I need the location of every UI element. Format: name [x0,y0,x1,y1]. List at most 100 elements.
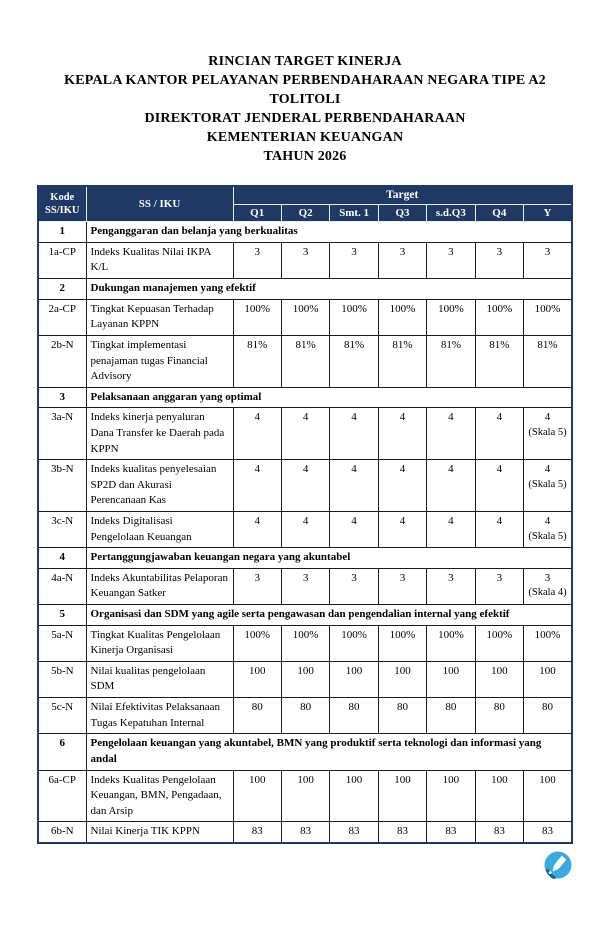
target-value: 3 [426,567,476,606]
section-row: 5 Organisasi dan SDM yang agile serta pen… [37,604,573,626]
section-row: 3 Pelaksanaan anggaran yang optimal [37,386,573,409]
target-value: 100 [329,769,379,823]
target-value: 4 [377,510,428,549]
section-label: Penganggaran dan belanja yang berkualita… [85,221,573,243]
indicator-kode: 2a-CP [37,298,87,336]
indicator-row: 2a-CP Tingkat Kepuasan Terhadap Layanan K… [37,298,573,336]
target-value: 3 [329,567,379,606]
indicator-row: 4a-N Indeks Akuntabilitas Pelaporan Keuan… [37,567,573,606]
target-value: 4 [329,459,379,512]
indicator-row: 1a-CP Indeks Kualitas Nilai IKPA K/L 3 3 3 3 3… [37,241,573,280]
target-value: 4 (Skala 5) [523,407,573,461]
target-value: 100% [523,624,573,662]
indicator-kode: 4a-N [37,567,87,606]
indicator-kode: 3b-N [37,459,87,512]
target-value: 83 [232,821,282,844]
target-value: 100 [474,769,525,823]
target-value: 3 [377,567,428,606]
esign-stamp-icon [543,850,573,880]
indicator-label: Tingkat Kepuasan Terhadap Layanan KPPN [85,298,234,336]
target-value: 81% [280,334,331,388]
target-value: 100% [280,624,331,662]
col-header-ss-iku: SS / IKU [85,185,234,223]
target-value: 81% [474,334,525,388]
indicator-row: 5c-N Nilai Efektivitas Pelaksanaan Tugas … [37,697,573,735]
indicator-label: Indeks kualitas penyelesaian SP2D dan Ak… [85,459,234,512]
indicator-label: Tingkat Kualitas Pengelolaan Kinerja Org… [85,624,234,662]
document-title: RINCIAN TARGET KINERJA KEPALA KANTOR PEL… [0,0,610,166]
target-value: 4 [232,510,282,549]
indicator-row: 6a-CP Indeks Kualitas Pengelolaan Keuanga… [37,769,573,823]
target-value: 100 [523,660,573,699]
section-label: Organisasi dan SDM yang agile serta peng… [85,604,573,626]
target-value: 81% [329,334,379,388]
target-value: 100% [474,624,525,662]
scale-note: (Skala 5) [528,530,567,542]
target-value: 83 [329,821,379,844]
col-header-kode: Kode SS/IKU [37,185,87,223]
target-value: 83 [523,821,573,844]
target-value: 100 [474,660,525,699]
target-value: 100% [232,298,282,336]
target-value: 80 [232,697,282,735]
target-value: 3 [280,567,331,606]
target-value: 3 [329,241,379,280]
indicator-kode: 2b-N [37,334,87,388]
target-value: 4 (Skala 5) [523,510,573,549]
target-value: 4 [474,407,525,461]
target-value: 3 [280,241,331,280]
section-kode: 1 [37,221,87,243]
indicator-row: 2b-N Tingkat implementasi penajaman tugas… [37,334,573,388]
scale-note: (Skala 5) [528,426,567,438]
target-value: 4 [474,459,525,512]
target-value: 100% [474,298,525,336]
indicator-row: 6b-N Nilai Kinerja TIK KPPN 83 83 83 83 83 83 83 [37,821,573,844]
target-value: 100% [329,624,379,662]
indicator-row: 3b-N Indeks kualitas penyelesaian SP2D da… [37,459,573,512]
target-value: 81% [523,334,573,388]
target-value: 100 [232,660,282,699]
target-value: 3 [232,241,282,280]
target-value: 83 [474,821,525,844]
target-value: 100 [523,769,573,823]
target-value: 100% [523,298,573,336]
indicator-label: Indeks Digitalisasi Pengelolaan Keuangan [85,510,234,549]
target-value: 4 [329,510,379,549]
target-value: 80 [329,697,379,735]
col-header-target: Target [232,185,573,205]
target-value: 100 [280,660,331,699]
col-header-q1: Q1 [232,203,282,223]
target-value: 81% [377,334,428,388]
target-value: 80 [280,697,331,735]
indicator-label: Indeks Kualitas Nilai IKPA K/L [85,241,234,280]
title-line-4: DIREKTORAT JENDERAL PERBENDAHARAAN [144,111,466,126]
target-value: 3 [474,567,525,606]
section-kode: 2 [37,278,87,300]
target-value: 100% [329,298,379,336]
target-value: 80 [426,697,476,735]
col-header-y: Y [523,203,573,223]
scale-note: (Skala 5) [528,478,567,490]
indicator-row: 3a-N Indeks kinerja penyaluran Dana Trans… [37,407,573,461]
col-header-kode-line1: Kode [50,191,75,203]
indicator-label: Indeks Akuntabilitas Pelaporan Keuangan … [85,567,234,606]
target-value: 100 [426,660,476,699]
target-value: 4 [377,459,428,512]
target-value: 3 [426,241,476,280]
target-value: 4 [426,407,476,461]
target-value: 4 [280,510,331,549]
target-value: 80 [377,697,428,735]
target-value: 100% [377,624,428,662]
section-row: 4 Pertanggungjawaban keuangan negara yang… [37,547,573,569]
indicator-kode: 5c-N [37,697,87,735]
target-value: 100% [426,298,476,336]
indicator-label: Tingkat implementasi penajaman tugas Fin… [85,334,234,388]
target-value: 100 [232,769,282,823]
target-value: 100 [377,660,428,699]
title-line-1: RINCIAN TARGET KINERJA [208,54,402,69]
scale-note: (Skala 4) [528,587,567,599]
target-value: 83 [426,821,476,844]
target-value: 3 [377,241,428,280]
target-value: 100 [329,660,379,699]
target-value: 4 [232,407,282,461]
